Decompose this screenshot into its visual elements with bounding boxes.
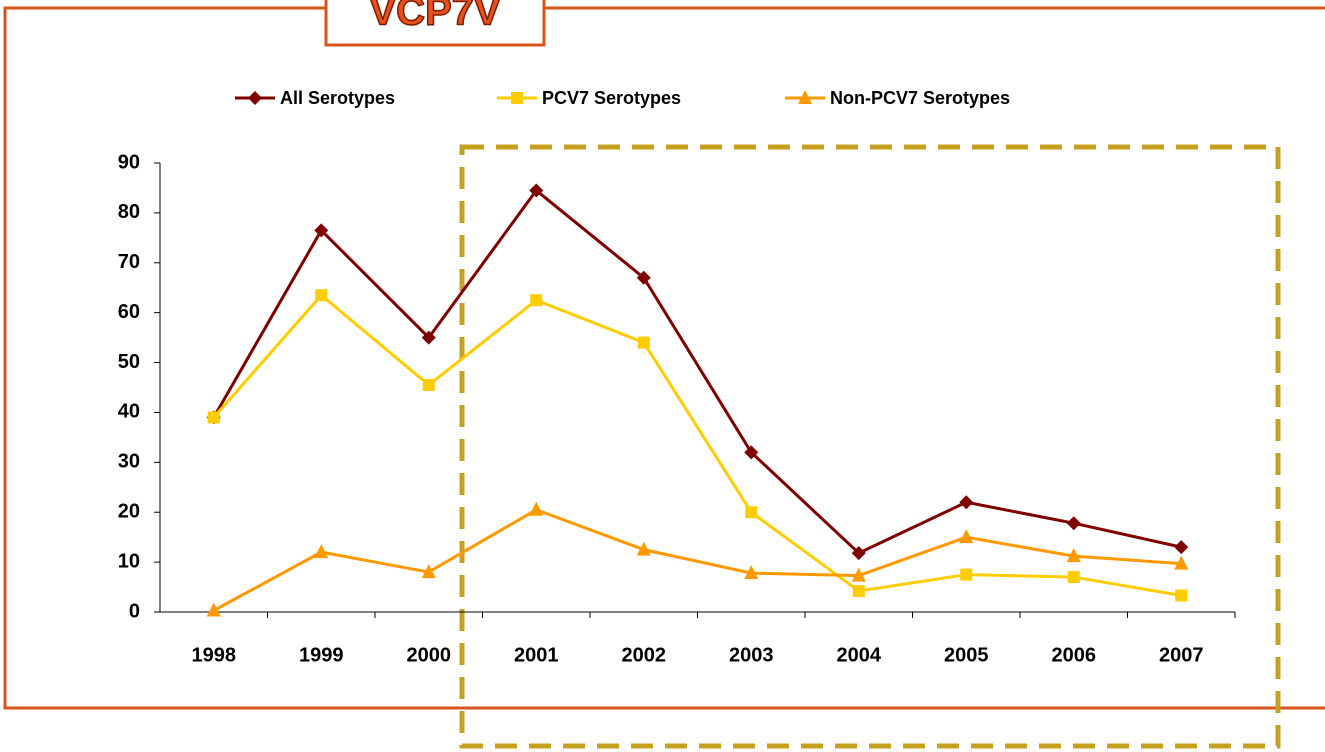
marker — [959, 529, 974, 544]
y-tick-label: 50 — [118, 351, 140, 373]
legend-marker — [511, 92, 523, 104]
marker — [314, 544, 329, 559]
marker — [851, 567, 866, 582]
marker — [959, 495, 974, 510]
marker — [1174, 555, 1189, 570]
marker — [960, 568, 973, 581]
marker — [314, 223, 329, 238]
y-tick-label: 80 — [118, 201, 140, 223]
marker — [637, 336, 650, 349]
marker — [744, 445, 759, 460]
y-tick-label: 30 — [118, 451, 140, 473]
marker — [421, 330, 436, 345]
x-tick-label: 1998 — [192, 644, 237, 666]
x-tick-label: 2006 — [1052, 644, 1097, 666]
marker — [1066, 548, 1081, 563]
frame — [3, 6, 1325, 710]
legend-label: All Serotypes — [280, 88, 395, 108]
marker — [745, 506, 758, 519]
marker — [315, 289, 328, 302]
marker — [852, 585, 865, 598]
y-tick-label: 70 — [118, 251, 140, 273]
marker — [636, 270, 651, 285]
x-tick-label: 2003 — [729, 644, 774, 666]
marker — [529, 501, 544, 516]
marker — [529, 183, 544, 198]
y-tick-label: 20 — [118, 501, 140, 523]
marker — [851, 546, 866, 561]
legend-marker — [798, 90, 812, 104]
chart-title: VCP7V — [369, 0, 500, 34]
y-tick-label: 90 — [118, 151, 140, 173]
marker — [1067, 571, 1080, 584]
x-tick-label: 2002 — [622, 644, 667, 666]
x-tick-label: 2007 — [1159, 644, 1204, 666]
marker — [206, 602, 221, 617]
series-line — [212, 293, 1182, 598]
x-tick-label: 2000 — [407, 644, 452, 666]
y-tick-label: 0 — [129, 600, 140, 622]
marker — [636, 541, 651, 556]
x-tick-label: 1999 — [299, 644, 344, 666]
y-tick-label: 40 — [118, 401, 140, 423]
marker — [207, 411, 220, 424]
x-tick-label: 2005 — [944, 644, 989, 666]
marker — [744, 565, 759, 580]
y-tick-label: 60 — [118, 301, 140, 323]
x-tick-label: 2001 — [514, 644, 559, 666]
highlight-box — [459, 144, 1281, 749]
y-tick-label: 10 — [118, 550, 140, 572]
series-line — [212, 188, 1182, 555]
legend-label: PCV7 Serotypes — [542, 88, 681, 108]
title-box — [324, 0, 546, 47]
marker — [422, 379, 435, 392]
marker — [1066, 516, 1081, 531]
marker — [1175, 589, 1188, 602]
marker — [1174, 540, 1189, 555]
legend-label: Non-PCV7 Serotypes — [830, 88, 1010, 108]
legend-marker — [248, 91, 262, 105]
x-tick-label: 2004 — [837, 644, 882, 666]
series-line — [213, 508, 1182, 612]
marker — [530, 294, 543, 307]
marker — [421, 564, 436, 579]
